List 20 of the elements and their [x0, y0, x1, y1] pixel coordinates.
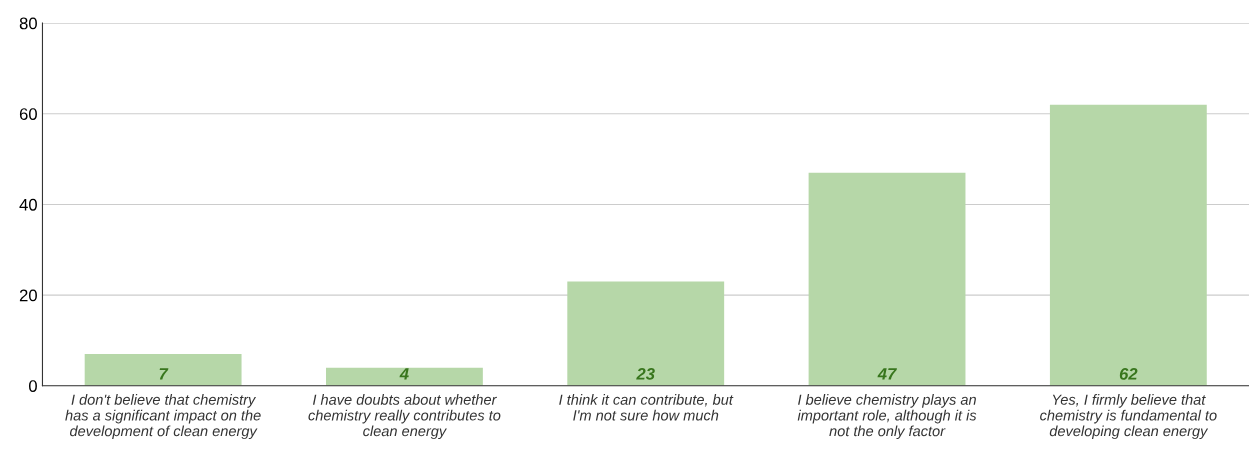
bar — [567, 281, 725, 386]
y-tick-label: 80 — [19, 17, 37, 30]
bar — [808, 172, 966, 386]
data-label: 47 — [877, 368, 897, 380]
x-tick-label: I believe chemistry plays an important role, although it is not the only factor — [797, 394, 977, 440]
y-tick-label: 0 — [28, 380, 37, 392]
x-tick-label: Yes, I firmly believe that chemistry is fundamental to developing clean energy — [1040, 394, 1217, 440]
bar — [84, 354, 242, 386]
data-label: 7 — [159, 368, 169, 380]
y-tick-label: 20 — [19, 289, 37, 302]
y-tick-label: 40 — [19, 198, 37, 211]
data-label: 4 — [399, 368, 409, 380]
x-tick-label: I don't believe that chemistry has a significant impact on the development of clean energy — [65, 394, 261, 440]
y-tick-label: 60 — [19, 108, 37, 120]
bar — [326, 367, 483, 386]
x-tick-label: I have doubts about whether chemistry really contributes to clean energy — [308, 394, 501, 440]
data-label: 23 — [636, 367, 655, 380]
bar — [1049, 104, 1207, 386]
data-label: 62 — [1119, 367, 1138, 380]
x-tick-label: I think it can contribute, but I'm not sure how much — [559, 394, 734, 421]
